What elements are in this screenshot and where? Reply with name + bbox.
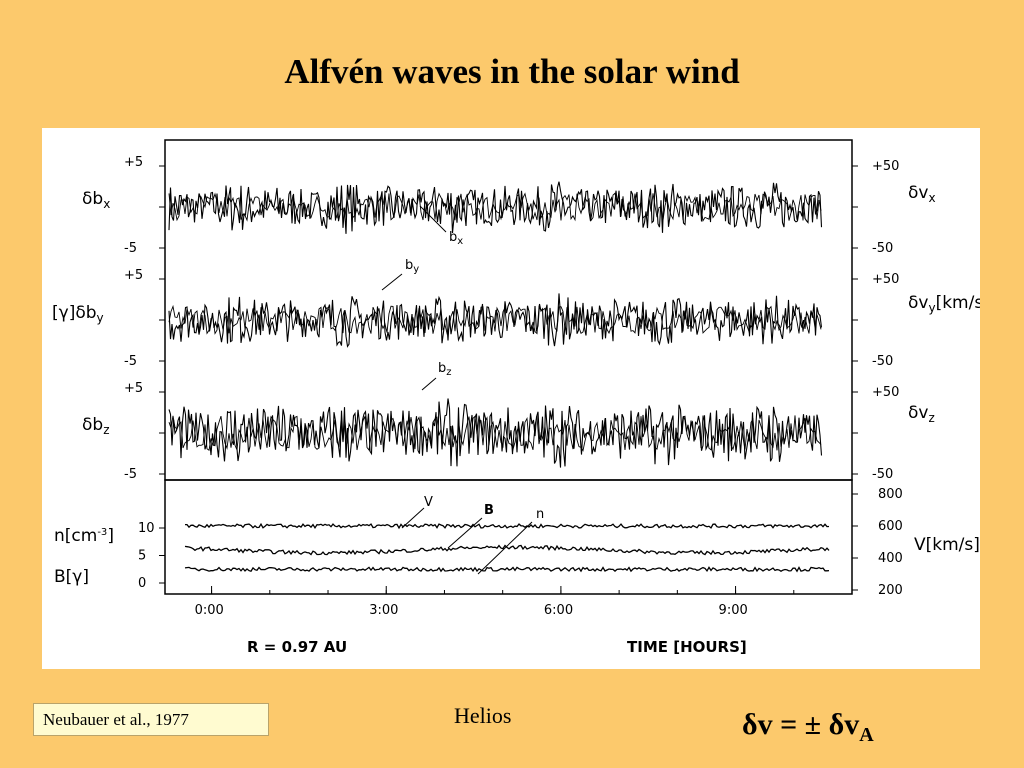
annot-bx: bx xyxy=(449,230,463,247)
chart-svg: +5 -5 +50 -50 +5 -5 +50 -50 +5 -5 +50 -50 0 5 10 200 400… xyxy=(52,139,980,656)
annot-bx-leader xyxy=(419,205,447,233)
right-tick-label-lower: 200 xyxy=(878,583,903,598)
left-tick-label-lower: 0 xyxy=(138,576,146,591)
label-n: n[cm-3] xyxy=(54,526,114,546)
slide-title: Alfvén waves in the solar wind xyxy=(284,52,740,91)
left-tick-label: +5 xyxy=(124,381,143,396)
annot-bz: bz xyxy=(438,361,452,378)
right-tick-label: -50 xyxy=(872,354,893,369)
right-tick-label: +50 xyxy=(872,159,899,174)
annot-V: V xyxy=(424,495,433,510)
annot-by-leader xyxy=(381,273,403,291)
distance-label: R = 0.97 AU xyxy=(247,638,347,656)
right-tick-label-lower: 400 xyxy=(878,551,903,566)
label-V: V[km/s] xyxy=(914,535,980,555)
label-dby: [γ]δby xyxy=(52,303,104,325)
left-tick-label: -5 xyxy=(124,354,137,369)
label-dby-sub: y xyxy=(97,311,104,325)
x-tick-label: 0:00 xyxy=(195,603,224,618)
label-dvy-sub: y xyxy=(928,301,935,315)
trace-V xyxy=(185,522,830,530)
helios-figure: +5 -5 +50 -50 +5 -5 +50 -50 +5 -5 +50 -50 0 5 10 200 400… xyxy=(42,128,980,669)
label-dbz-sub: z xyxy=(103,423,109,437)
trace-B xyxy=(184,544,830,556)
trace-dv-bz xyxy=(168,415,822,452)
right-tick-label: +50 xyxy=(872,272,899,287)
annot-n: n xyxy=(536,507,544,522)
label-dbx-sub: x xyxy=(103,197,110,211)
formula-main: δv = ± δv xyxy=(742,708,860,741)
right-tick-label-lower: 800 xyxy=(878,487,903,502)
time-axis-title: TIME [HOURS] xyxy=(627,638,747,656)
x-tick-label: 3:00 xyxy=(369,603,398,618)
annot-by: by xyxy=(405,258,419,275)
label-dvx: δvx xyxy=(908,183,936,205)
label-dvz: δvz xyxy=(908,403,935,425)
label-dvy-unit: [km/s] xyxy=(936,293,980,313)
annot-V-leader xyxy=(401,507,425,529)
trace-dv-bx xyxy=(168,192,822,222)
label-B: B[γ] xyxy=(54,567,89,587)
plot-frames xyxy=(164,139,853,595)
trace-bx xyxy=(168,181,823,234)
trace-n xyxy=(184,566,830,573)
left-tick-label: +5 xyxy=(124,268,143,283)
label-dvz-sub: z xyxy=(928,411,934,425)
alfven-relation: δv = ± δvA xyxy=(742,708,874,747)
right-tick-label: -50 xyxy=(872,467,893,482)
spacecraft-label: Helios xyxy=(454,703,512,728)
left-tick-label: -5 xyxy=(124,467,137,482)
label-dvy: δvy[km/s] xyxy=(908,293,980,315)
formula-sub: A xyxy=(859,724,874,746)
axis-ticks: +5 -5 +50 -50 +5 -5 +50 -50 +5 -5 +50 -50 0 5 10 200 400… xyxy=(124,155,903,618)
wave-traces xyxy=(168,181,830,573)
left-tick-label: -5 xyxy=(124,241,137,256)
x-tick-label: 6:00 xyxy=(544,603,573,618)
left-tick-label: +5 xyxy=(124,155,143,170)
label-dbz: δbz xyxy=(82,415,110,437)
trace-by xyxy=(168,293,823,348)
label-dvx-sub: x xyxy=(928,191,935,205)
trace-dv-by xyxy=(168,304,822,335)
left-tick-label-lower: 5 xyxy=(138,549,146,564)
lower-panel-frame xyxy=(164,479,853,595)
right-tick-label: -50 xyxy=(872,241,893,256)
label-dbx: δbx xyxy=(82,189,110,211)
annot-B: B xyxy=(484,503,494,518)
right-tick-label-lower: 600 xyxy=(878,519,903,534)
annot-bz-leader xyxy=(421,377,437,391)
left-tick-label-lower: 10 xyxy=(138,521,155,536)
right-tick-label: +50 xyxy=(872,385,899,400)
reference-caption: Neubauer et al., 1977 xyxy=(33,703,269,736)
annot-B-leader xyxy=(447,517,483,549)
annot-n-leader xyxy=(477,521,533,575)
x-tick-label: 9:00 xyxy=(719,603,748,618)
